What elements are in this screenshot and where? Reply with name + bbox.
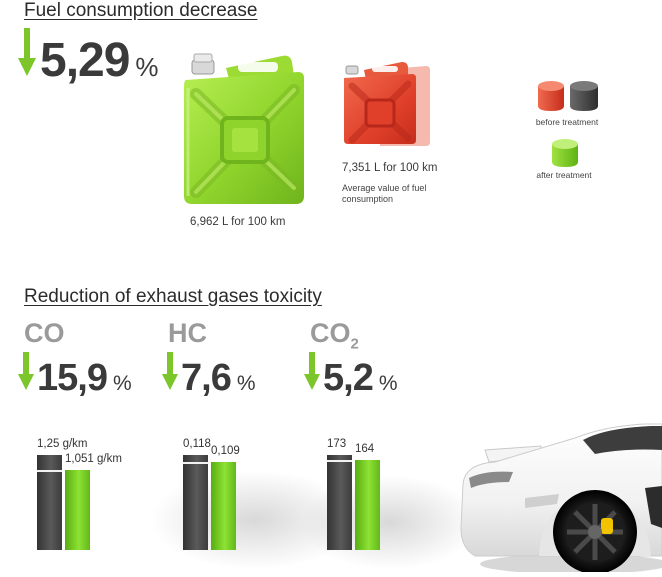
legend-before-swatch-icon: [536, 80, 602, 117]
bar-before-value-label: 173: [327, 438, 347, 450]
bar-before: [327, 455, 352, 550]
gas-name-co2: CO2: [310, 318, 359, 353]
legend-after-label: after treatment: [536, 170, 592, 180]
co-reduction-value: 15,9: [37, 357, 108, 399]
down-arrow-icon: [304, 352, 320, 390]
green-jerrycan-icon: [178, 46, 308, 213]
bar-after-value-label: 0,109: [211, 445, 240, 457]
legend-before-label: before treatment: [535, 117, 599, 127]
co2-reduction-value: 5,2: [323, 357, 374, 399]
down-arrow-icon: [162, 352, 178, 390]
gas-name-hc: HC: [168, 318, 207, 348]
down-arrow-icon: [18, 28, 36, 76]
bar-before: [183, 455, 208, 550]
bar-before-value-label: 0,118: [183, 438, 211, 450]
gas-name-co: CO: [24, 318, 65, 348]
bar-after: [211, 462, 236, 550]
co-reduction-percent-sign: %: [112, 372, 132, 395]
hc-reduction-value-row: 7,6 %: [162, 352, 256, 400]
fuel-average-note: Average value of fuel consumption: [342, 183, 427, 204]
bar-after: [65, 470, 90, 550]
fuel-decrease-value-row: 5,29 %: [18, 28, 159, 88]
co2-reduction-value-row: 5,2 %: [304, 352, 398, 400]
legend-after-swatch-icon: [550, 138, 580, 173]
co2-reduction-percent-sign: %: [378, 372, 398, 395]
bar-before-divider: [37, 470, 62, 472]
toxicity-section-title: Reduction of exhaust gases toxicity: [24, 286, 322, 307]
fuel-after-label: 6,962 L for 100 km: [190, 216, 286, 228]
white-sports-car-image: [455, 408, 662, 577]
bar-after-value-label: 164: [355, 443, 375, 455]
fuel-section-title: Fuel consumption decrease: [24, 0, 258, 21]
bar-before-divider: [183, 462, 208, 464]
fuel-decrease-value: 5,29: [40, 34, 130, 87]
hc-reduction-percent-sign: %: [236, 372, 256, 395]
hc-reduction-value: 7,6: [181, 357, 232, 399]
bar-before-value-label: 1,25 g/km: [37, 438, 88, 450]
down-arrow-icon: [18, 352, 34, 390]
co-reduction-value-row: 15,9 %: [18, 352, 132, 400]
bar-after-value-label: 1,051 g/km: [65, 453, 122, 465]
fuel-before-label: 7,351 L for 100 km: [342, 162, 438, 174]
bar-after: [355, 460, 380, 550]
bar-before-divider: [327, 460, 352, 462]
red-jerrycan-icon: [340, 56, 436, 157]
fuel-decrease-percent-sign: %: [135, 52, 159, 82]
